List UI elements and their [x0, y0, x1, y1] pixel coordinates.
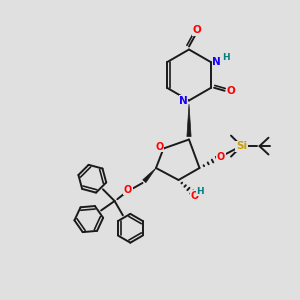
Text: H: H	[222, 53, 229, 62]
Text: Si: Si	[236, 141, 247, 151]
Text: O: O	[217, 152, 225, 162]
Text: O: O	[226, 86, 235, 96]
Text: O: O	[190, 190, 199, 201]
Text: N: N	[212, 57, 221, 67]
Text: H: H	[196, 187, 204, 196]
Text: N: N	[179, 95, 188, 106]
Text: O: O	[124, 185, 132, 195]
Polygon shape	[187, 104, 191, 136]
Text: O: O	[193, 25, 202, 35]
Polygon shape	[143, 168, 156, 183]
Text: O: O	[155, 142, 164, 152]
